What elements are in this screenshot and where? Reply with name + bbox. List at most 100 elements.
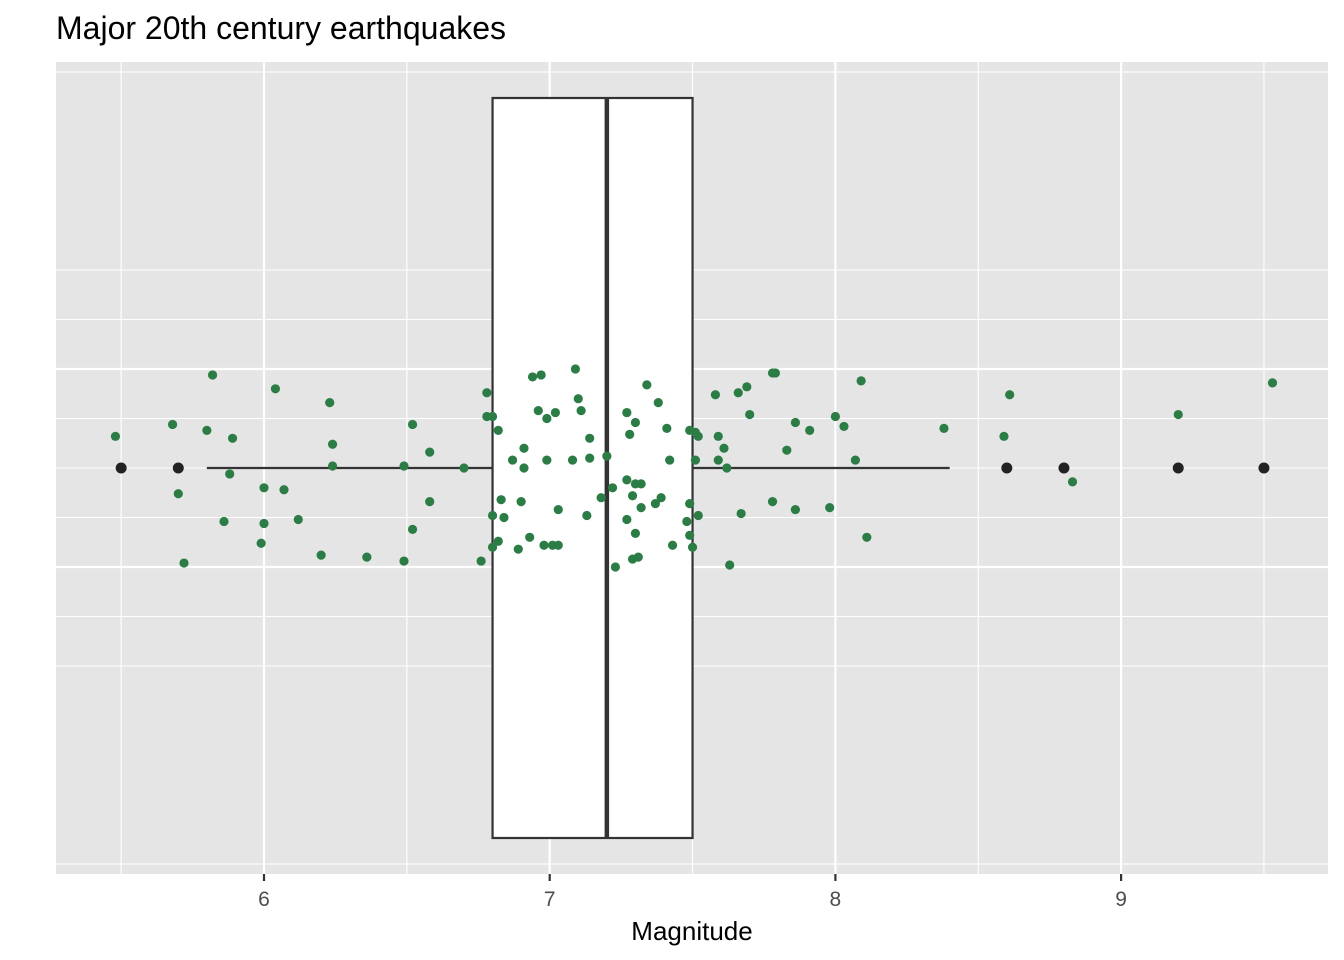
data-point bbox=[542, 455, 552, 465]
x-axis-title: Magnitude bbox=[631, 916, 752, 946]
data-point bbox=[622, 407, 632, 418]
data-point bbox=[516, 497, 526, 507]
data-point bbox=[710, 390, 721, 400]
outlier-point bbox=[1001, 462, 1013, 474]
data-point bbox=[407, 524, 418, 534]
data-point bbox=[713, 431, 723, 441]
data-point bbox=[830, 411, 841, 422]
data-point bbox=[939, 423, 949, 433]
data-point bbox=[570, 364, 581, 374]
x-axis: 6 7 8 9 bbox=[258, 874, 1127, 911]
data-point bbox=[642, 380, 652, 390]
data-point bbox=[270, 384, 281, 394]
data-point bbox=[725, 560, 735, 570]
data-point bbox=[733, 388, 743, 398]
data-point bbox=[519, 443, 529, 453]
data-point bbox=[582, 510, 592, 521]
x-tick-label: 6 bbox=[258, 888, 270, 911]
data-point bbox=[687, 542, 698, 552]
data-point bbox=[610, 562, 621, 572]
data-point bbox=[790, 417, 801, 428]
data-point bbox=[202, 425, 212, 435]
data-point bbox=[1067, 477, 1078, 487]
data-point bbox=[602, 451, 612, 461]
data-point bbox=[553, 540, 563, 550]
data-point bbox=[585, 433, 595, 443]
data-point bbox=[719, 443, 729, 453]
outlier-point bbox=[1058, 462, 1070, 474]
data-point bbox=[567, 455, 578, 465]
data-point bbox=[482, 388, 492, 398]
data-point bbox=[179, 558, 189, 568]
data-point bbox=[499, 512, 509, 523]
data-point bbox=[839, 421, 849, 432]
data-point bbox=[1173, 409, 1183, 420]
data-point bbox=[327, 439, 338, 449]
data-point bbox=[999, 431, 1009, 441]
data-point bbox=[536, 370, 546, 380]
data-point bbox=[667, 540, 678, 550]
data-point bbox=[742, 382, 752, 392]
data-point bbox=[573, 394, 583, 404]
jitter-points bbox=[110, 364, 1278, 572]
data-point bbox=[665, 455, 675, 465]
data-point bbox=[805, 425, 815, 435]
x-tick-label: 9 bbox=[1115, 888, 1127, 911]
data-point bbox=[459, 463, 469, 473]
outlier-points bbox=[115, 462, 1270, 474]
data-point bbox=[513, 544, 523, 554]
data-point bbox=[487, 542, 498, 552]
outlier-point bbox=[115, 462, 127, 474]
data-point bbox=[167, 419, 178, 430]
data-point bbox=[519, 463, 529, 473]
data-point bbox=[316, 550, 326, 560]
data-point bbox=[622, 475, 632, 485]
data-point bbox=[1005, 390, 1015, 400]
data-point bbox=[256, 538, 266, 548]
data-point bbox=[533, 405, 543, 416]
data-point bbox=[493, 536, 503, 546]
data-point bbox=[507, 455, 518, 465]
data-point bbox=[207, 370, 218, 380]
data-point bbox=[325, 398, 335, 408]
data-point bbox=[550, 407, 561, 418]
data-point bbox=[219, 516, 229, 527]
data-point bbox=[293, 514, 303, 525]
data-point bbox=[685, 530, 695, 540]
data-point bbox=[713, 455, 723, 465]
data-point bbox=[362, 552, 372, 562]
data-point bbox=[327, 461, 338, 471]
outlier-point bbox=[1172, 462, 1184, 474]
data-point bbox=[279, 485, 289, 495]
data-point bbox=[745, 409, 755, 420]
data-point bbox=[622, 514, 632, 525]
data-point bbox=[553, 504, 563, 515]
data-point bbox=[653, 398, 663, 408]
data-point bbox=[693, 431, 703, 441]
data-point bbox=[682, 516, 692, 527]
data-point bbox=[625, 429, 635, 439]
outlier-point bbox=[172, 462, 184, 474]
data-point bbox=[633, 552, 643, 562]
data-point bbox=[173, 489, 183, 499]
data-point bbox=[850, 455, 860, 465]
data-point bbox=[693, 510, 703, 521]
data-point bbox=[259, 483, 269, 493]
data-point bbox=[496, 495, 506, 505]
data-point bbox=[636, 503, 646, 513]
data-point bbox=[650, 499, 661, 509]
x-tick-label: 7 bbox=[544, 888, 556, 911]
data-point bbox=[782, 445, 792, 455]
data-point bbox=[630, 417, 641, 428]
data-point bbox=[225, 469, 235, 479]
data-point bbox=[790, 504, 801, 515]
data-point bbox=[770, 368, 781, 378]
data-point bbox=[259, 518, 269, 529]
data-point bbox=[685, 499, 695, 509]
data-point bbox=[825, 503, 835, 513]
data-point bbox=[527, 372, 538, 382]
outlier-point bbox=[1258, 462, 1270, 474]
data-point bbox=[585, 453, 595, 463]
data-point bbox=[487, 510, 498, 521]
